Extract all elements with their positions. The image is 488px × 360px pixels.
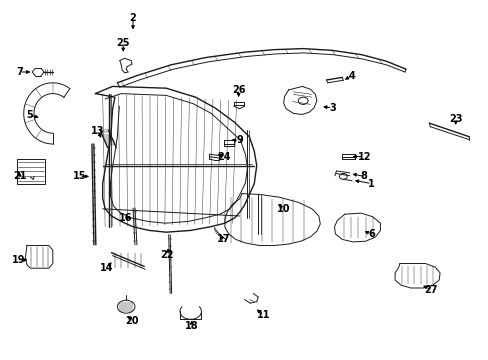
Text: 9: 9: [236, 135, 243, 145]
Text: 14: 14: [100, 263, 113, 273]
Text: 7: 7: [16, 67, 23, 77]
Text: 17: 17: [217, 234, 230, 244]
Text: 23: 23: [448, 114, 462, 124]
Text: 15: 15: [72, 171, 86, 181]
Text: 11: 11: [257, 310, 270, 320]
Text: 1: 1: [367, 179, 374, 189]
Text: 25: 25: [116, 38, 130, 48]
Text: 13: 13: [91, 126, 104, 136]
Text: 21: 21: [13, 171, 26, 181]
Text: 24: 24: [217, 152, 230, 162]
Text: 6: 6: [367, 229, 374, 239]
Text: 5: 5: [26, 110, 33, 120]
Text: 22: 22: [160, 250, 174, 260]
Text: 27: 27: [424, 285, 437, 295]
Bar: [17, 159, 45, 184]
Text: 16: 16: [119, 213, 133, 223]
Text: 18: 18: [184, 321, 198, 331]
Text: 2: 2: [129, 13, 136, 23]
Text: 3: 3: [328, 103, 335, 113]
Text: 10: 10: [276, 204, 290, 214]
Text: 26: 26: [231, 85, 245, 95]
Text: 12: 12: [357, 152, 370, 162]
Text: 4: 4: [348, 71, 355, 81]
Text: 19: 19: [12, 255, 25, 265]
Text: 8: 8: [360, 171, 367, 181]
Text: 20: 20: [125, 316, 139, 326]
